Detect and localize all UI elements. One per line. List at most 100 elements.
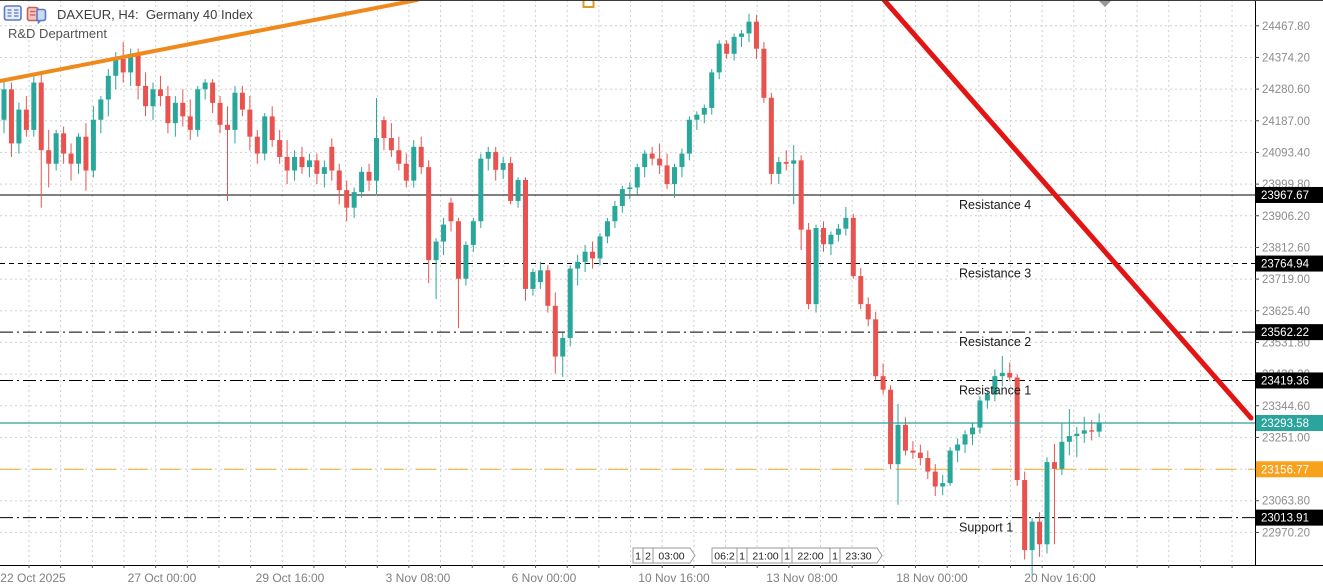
grid bbox=[0, 0, 1255, 565]
candle bbox=[1044, 457, 1050, 554]
candle bbox=[560, 332, 566, 377]
candle bbox=[649, 146, 655, 166]
candle bbox=[515, 177, 521, 208]
candle bbox=[761, 41, 767, 103]
candle bbox=[217, 96, 223, 134]
candle bbox=[23, 96, 29, 137]
candle bbox=[940, 474, 946, 496]
time-flag-label: 22:00 bbox=[797, 550, 823, 562]
time-flag[interactable]: 06:2 1 21:00 bbox=[711, 547, 790, 564]
candle bbox=[500, 156, 506, 179]
price-tick-label: 24374.20 bbox=[1262, 52, 1310, 64]
level-price-badge: 23967.67 bbox=[1256, 186, 1323, 203]
price-tick-label: 24280.60 bbox=[1262, 84, 1310, 96]
candle bbox=[225, 106, 230, 201]
candle bbox=[321, 160, 327, 188]
candle bbox=[679, 148, 685, 178]
price-tick-label: 23812.60 bbox=[1262, 242, 1310, 254]
level-price-badge: 23764.94 bbox=[1256, 255, 1323, 272]
price-tick-label: 24187.00 bbox=[1262, 116, 1310, 128]
candle bbox=[850, 213, 856, 279]
time-tick-label: 22 Oct 2025 bbox=[0, 571, 66, 585]
candle bbox=[806, 222, 812, 310]
candle bbox=[180, 89, 186, 127]
candle bbox=[411, 140, 417, 188]
candle bbox=[627, 182, 633, 200]
orange-price-badge-value: 23156.77 bbox=[1261, 464, 1309, 476]
watermark-label: R&D Department bbox=[8, 26, 107, 41]
candle bbox=[619, 185, 625, 213]
candle bbox=[187, 99, 193, 141]
candle bbox=[783, 150, 789, 171]
candle bbox=[1074, 426, 1080, 458]
candle bbox=[306, 153, 312, 178]
candle bbox=[329, 138, 335, 181]
candle bbox=[873, 311, 879, 381]
candle bbox=[1037, 512, 1043, 557]
price-tick-label: 24467.80 bbox=[1262, 21, 1310, 33]
candle bbox=[970, 423, 975, 446]
time-flag[interactable]: 1 23:30 bbox=[829, 547, 883, 564]
candle bbox=[575, 255, 581, 286]
level-price-badge-value: 23967.67 bbox=[1261, 190, 1309, 202]
candle bbox=[657, 143, 663, 174]
candle bbox=[895, 403, 901, 505]
current-price-badge-value: 23293.58 bbox=[1261, 418, 1309, 430]
candle bbox=[239, 85, 245, 117]
candle bbox=[1059, 423, 1065, 475]
time-flag[interactable]: 1 22:00 bbox=[781, 547, 835, 564]
object-anchor-marker[interactable] bbox=[582, 0, 595, 8]
candle bbox=[523, 177, 528, 301]
ascending-trendline[interactable] bbox=[0, 0, 419, 83]
candle bbox=[642, 150, 648, 178]
candle bbox=[76, 133, 81, 174]
candle bbox=[210, 79, 216, 113]
candle bbox=[537, 261, 543, 289]
market-list-icon[interactable] bbox=[3, 5, 22, 21]
price-tick-label: 23719.00 bbox=[1262, 274, 1310, 286]
candle bbox=[403, 153, 409, 188]
candle bbox=[478, 153, 484, 229]
candle bbox=[418, 136, 424, 174]
candle bbox=[776, 156, 782, 185]
candle bbox=[582, 244, 588, 272]
candle bbox=[61, 126, 67, 164]
toolbar-icons bbox=[3, 5, 47, 25]
candle bbox=[90, 106, 96, 178]
time-tick-label: 27 Oct 00:00 bbox=[128, 571, 197, 585]
candle bbox=[1022, 471, 1028, 560]
candle bbox=[567, 265, 573, 347]
candle bbox=[120, 41, 126, 83]
candle bbox=[984, 389, 990, 409]
candle bbox=[746, 13, 752, 42]
price-tick-label: 23251.00 bbox=[1262, 432, 1310, 444]
candle bbox=[508, 156, 514, 205]
candle bbox=[716, 40, 722, 80]
time-flag-label: 1 bbox=[635, 550, 641, 562]
time-axis[interactable]: 22 Oct 2025 27 Oct 00:00 29 Oct 16:00 3 Nov… bbox=[0, 565, 1323, 585]
time-flag-label: 03:00 bbox=[658, 550, 684, 562]
chart-objects-icon[interactable] bbox=[26, 6, 47, 25]
descending-trendline[interactable] bbox=[881, 0, 1254, 421]
candle bbox=[672, 163, 677, 198]
time-flag-label: 06:2 bbox=[714, 550, 735, 562]
time-tick-label: 3 Nov 08:00 bbox=[386, 571, 451, 585]
price-tick-label: 23906.20 bbox=[1262, 211, 1310, 223]
price-tick-label: 23625.40 bbox=[1262, 306, 1310, 318]
candle bbox=[962, 430, 968, 453]
candle bbox=[701, 104, 707, 124]
candle bbox=[791, 145, 797, 205]
candle bbox=[359, 167, 365, 198]
candle bbox=[433, 238, 439, 300]
candle bbox=[999, 355, 1005, 387]
time-tick-label: 13 Nov 08:00 bbox=[766, 571, 838, 585]
price-axis[interactable]: 24467.80 24374.20 24280.60 24187.00 24093.40… bbox=[1255, 0, 1323, 587]
candle bbox=[902, 417, 908, 456]
candle bbox=[709, 69, 715, 115]
candle bbox=[530, 268, 536, 296]
time-flag[interactable]: 1 2 03:00 bbox=[632, 547, 696, 564]
candle bbox=[992, 369, 998, 402]
candle bbox=[634, 163, 640, 195]
chart-title: DAXEUR, H4: Germany 40 Index bbox=[57, 7, 253, 22]
